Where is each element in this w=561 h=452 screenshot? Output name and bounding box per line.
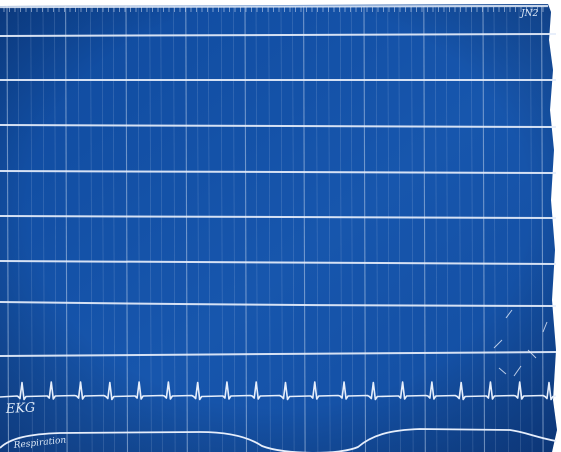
slope-mark [542, 321, 548, 333]
slope-mark [527, 349, 537, 359]
timing-band [0, 4, 549, 9]
corner-mark: JN2 [519, 9, 538, 19]
slope-mark [498, 367, 507, 375]
ekg-label: EKG [4, 400, 35, 417]
top-tick-strip [0, 4, 549, 12]
respiration-trace [0, 428, 557, 452]
baseline-trace [0, 124, 557, 128]
ekg-trace [0, 381, 557, 401]
slope-mark [505, 309, 513, 319]
slope-mark [493, 339, 503, 349]
baseline-trace [0, 351, 557, 357]
baseline-trace [0, 170, 557, 174]
sheet-vignette [0, 4, 557, 452]
baseline-trace [0, 301, 557, 307]
slope-mark [513, 365, 522, 377]
baseline-trace [0, 33, 557, 37]
baseline-trace [0, 215, 557, 219]
signal-slope-marks [493, 309, 548, 377]
baseline-trace [0, 260, 557, 265]
baseline-traces [0, 33, 557, 357]
